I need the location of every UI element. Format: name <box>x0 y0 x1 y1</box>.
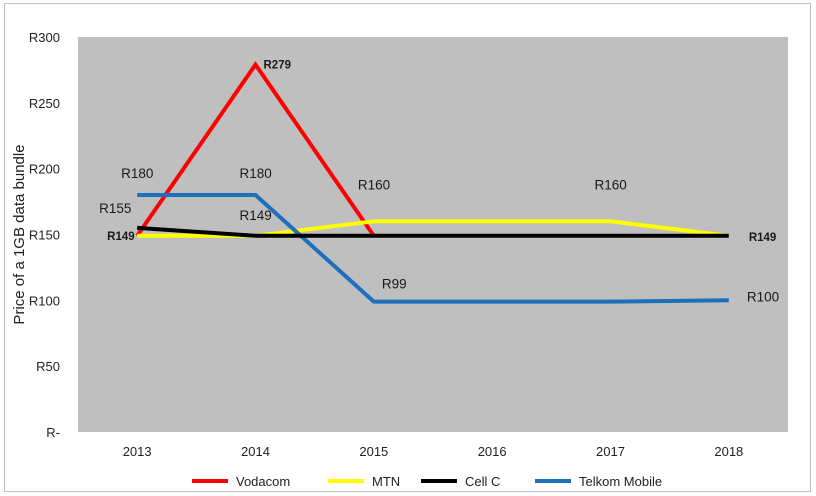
y-tick-label: R300 <box>29 30 60 45</box>
data-label: R149 <box>749 232 777 244</box>
x-tick-label: 2014 <box>241 444 270 459</box>
y-tick-label: R250 <box>29 96 60 111</box>
x-tick-label: 2015 <box>359 444 388 459</box>
legend-label: MTN <box>372 474 400 489</box>
y-tick-label: R200 <box>29 162 60 177</box>
y-tick-label: R150 <box>29 228 60 243</box>
x-tick-label: 2018 <box>714 444 743 459</box>
data-label: R180 <box>121 166 153 181</box>
x-tick-label: 2016 <box>478 444 507 459</box>
y-tick-label: R50 <box>36 359 60 374</box>
data-label: R149 <box>107 231 134 243</box>
data-label: R160 <box>595 177 627 192</box>
y-tick-label: R- <box>46 425 60 440</box>
legend-label: Telkom Mobile <box>579 474 662 489</box>
data-label: R160 <box>358 177 390 192</box>
legend-label: Vodacom <box>236 474 290 489</box>
data-label: R99 <box>382 277 407 292</box>
data-label: R279 <box>264 60 292 72</box>
data-label: R149 <box>240 208 272 223</box>
x-tick-label: 2013 <box>123 444 152 459</box>
legend-label: Cell C <box>465 474 500 489</box>
series-line-cell-c <box>137 225 729 238</box>
series-line-vodacom <box>135 61 376 237</box>
series-line-telkom-mobile <box>137 193 729 304</box>
x-tick-label: 2017 <box>596 444 625 459</box>
data-label: R155 <box>99 201 131 216</box>
data-label: R180 <box>240 166 272 181</box>
y-tick-label: R100 <box>29 293 60 308</box>
y-axis-label: Price of a 1GB data bundle <box>11 144 28 324</box>
data-label: R100 <box>747 289 779 304</box>
